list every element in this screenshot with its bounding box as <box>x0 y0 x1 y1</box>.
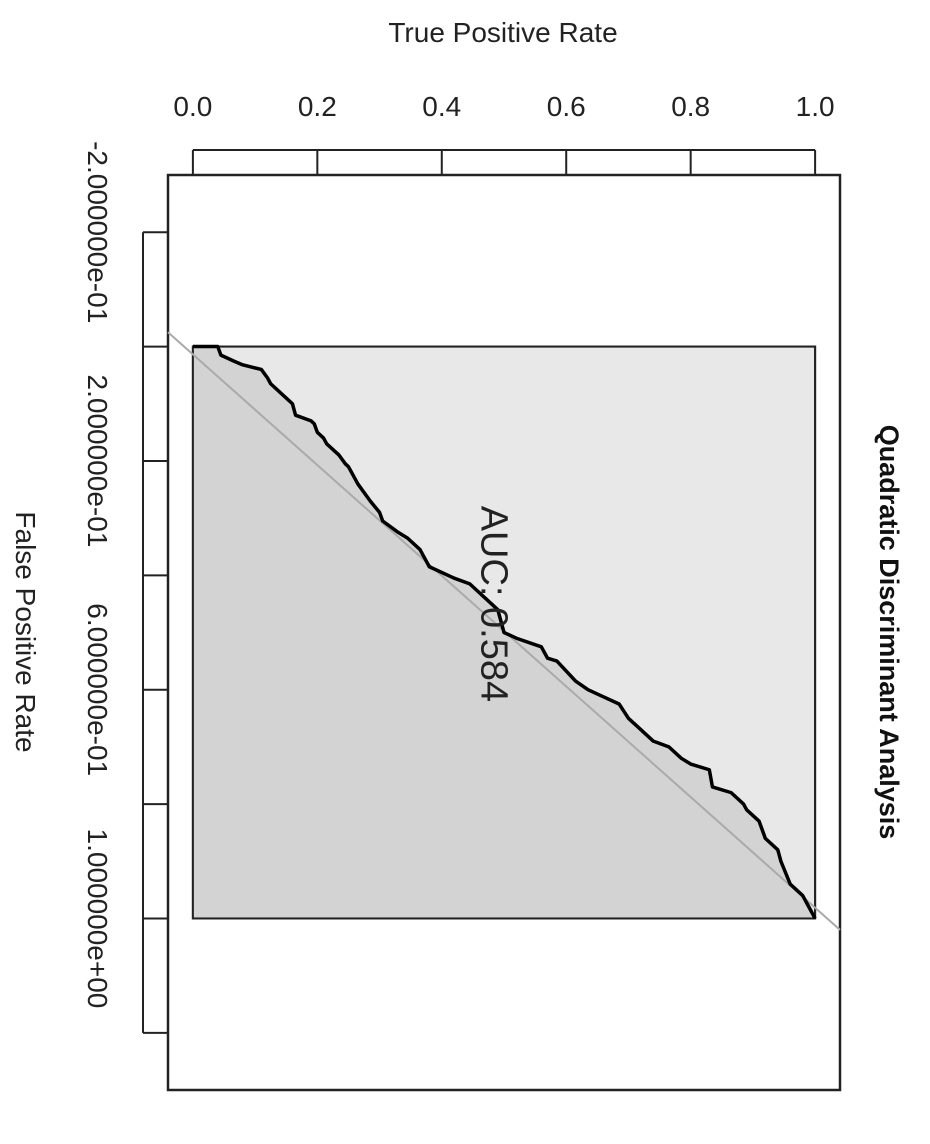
tpr-tick-label: 0.6 <box>547 91 586 122</box>
fpr-tick-label: 2.000000e-01 <box>82 375 113 548</box>
tpr-tick-label: 0.0 <box>173 91 212 122</box>
roc-curve-line <box>192 344 817 920</box>
chart-title: Quadratic Discriminant Analysis <box>874 425 904 840</box>
y-axis-title: True Positive Rate <box>388 17 617 48</box>
fpr-tick-label: 1.000000e+00 <box>82 829 113 1009</box>
fpr-tick-label: 6.000000e-01 <box>82 603 113 776</box>
x-axis-title: False Positive Rate <box>10 511 41 752</box>
tpr-tick-label: 0.4 <box>422 91 461 122</box>
curve-layer <box>192 344 817 920</box>
tpr-tick-label: 1.0 <box>796 91 835 122</box>
auc-annotation: AUC: 0.584 <box>473 506 515 702</box>
tpr-tick-label: 0.8 <box>671 91 710 122</box>
unit-square-border <box>191 345 817 920</box>
axes-layer: 0.0 0.2 0.4 0.6 0.8 1.0 -2.000000e-01 2.000000e… <box>82 91 835 1034</box>
tpr-tick-label: 0.2 <box>298 91 337 122</box>
plot-frame <box>166 173 842 1092</box>
fpr-tick-label: -2.000000e-01 <box>82 141 113 323</box>
